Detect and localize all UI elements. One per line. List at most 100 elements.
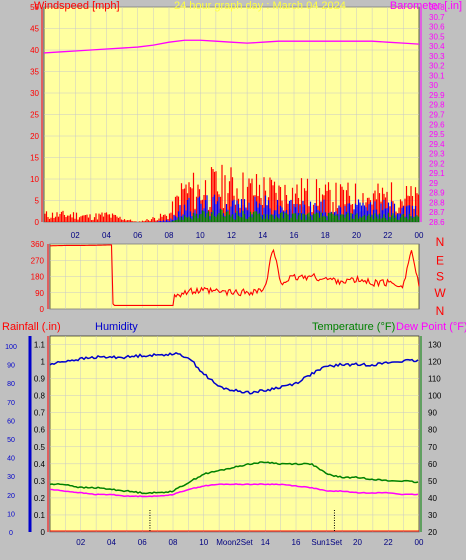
temperature-y-tick-label: 110: [428, 375, 441, 384]
baro-y-tick-label: 29.8: [429, 101, 445, 110]
baro-y-tick-label: 29.3: [429, 150, 445, 159]
baro-y-tick-label: 29.5: [429, 130, 445, 139]
rainfall-y-tick-label: 0.2: [34, 494, 46, 503]
rainfall-y-tick-label: 0.1: [34, 511, 46, 520]
baro-y-tick-label: 29.9: [429, 91, 445, 100]
wind-y-tick-label: 25: [30, 111, 39, 120]
temp-x-tick-label: Moon2Set: [216, 538, 253, 547]
barometer-line: [43, 39, 420, 54]
rainfall-y-tick-label: 1.1: [34, 341, 46, 350]
humidity-line: [49, 352, 419, 395]
rainfall-y-tick-label: 0.7: [34, 409, 46, 418]
temperature-y-tick-label: 120: [428, 358, 442, 367]
temperature-line: [49, 461, 419, 495]
rainfall-y-tick-label: 1: [41, 358, 46, 367]
wind-y-tick-label: 45: [30, 25, 39, 34]
wind-y-tick-label: 10: [30, 175, 39, 184]
windspeed-axis-label: Windspeed [mph]: [34, 0, 120, 12]
temp-x-tick-label: 04: [107, 538, 116, 547]
wind-y-tick-label: 20: [30, 132, 39, 141]
compass-label: N: [436, 235, 445, 249]
baro-y-tick-label: 30: [429, 81, 438, 90]
wind-x-tick-label: 22: [383, 231, 392, 240]
rainfall-y-tick-label: 0.6: [34, 426, 46, 435]
temperature-y-tick-label: 20: [428, 528, 437, 537]
baro-y-tick-label: 28.9: [429, 189, 445, 198]
temperature-y-tick-label: 80: [428, 426, 437, 435]
wind-direction-line: [49, 244, 420, 306]
temperature-y-tick-label: 130: [428, 341, 442, 350]
temperature-y-tick-label: 60: [428, 460, 437, 469]
wind-y-tick-label: 5: [35, 197, 40, 206]
humidity-y-tick-label: 50: [7, 437, 15, 444]
baro-y-tick-label: 30.3: [429, 52, 445, 61]
baro-y-tick-label: 29: [429, 179, 438, 188]
humidity-y-tick-label: 10: [7, 511, 15, 518]
wind-y-tick-label: 15: [30, 154, 39, 163]
temperature-y-tick-label: 70: [428, 443, 437, 452]
rainfall-y-tick-label: 0.3: [34, 477, 46, 486]
temp-x-tick-label: 16: [292, 538, 301, 547]
wind-x-tick-label: 12: [227, 231, 236, 240]
rainfall-y-tick-label: 0.8: [34, 392, 46, 401]
temp-x-tick-label: 02: [76, 538, 85, 547]
humidity-y-tick-label: 70: [7, 400, 15, 407]
wind-x-tick-label: 02: [71, 231, 80, 240]
wind-y-tick-label: 40: [30, 46, 39, 55]
temp-x-tick-label: 22: [384, 538, 393, 547]
rainfall-y-tick-label: 0.5: [34, 443, 46, 452]
rainfall-axis-label: Rainfall (.in): [2, 321, 61, 333]
humidity-y-tick-label: 0: [9, 530, 13, 537]
temp-x-tick-label: 14: [261, 538, 270, 547]
baro-y-tick-label: 30.6: [429, 23, 445, 32]
compass-label: E: [436, 253, 444, 267]
dewpoint-axis-label: Dew Point (°F): [396, 321, 466, 333]
wind-x-tick-label: 20: [352, 231, 361, 240]
direction-y-tick-label: 90: [35, 289, 44, 298]
baro-y-tick-label: 30.2: [429, 62, 445, 71]
rainfall-y-tick-label: 0: [41, 528, 46, 537]
baro-y-tick-label: 29.1: [429, 169, 445, 178]
wind-x-tick-label: 10: [196, 231, 205, 240]
wind-x-tick-label: 06: [133, 231, 142, 240]
rainfall-y-tick-label: 0.9: [34, 375, 46, 384]
baro-y-tick-label: 30.5: [429, 32, 445, 41]
wind-y-tick-label: 0: [35, 218, 40, 227]
wind-x-tick-label: 14: [258, 231, 267, 240]
temperature-y-tick-label: 40: [428, 494, 437, 503]
compass-label: S: [436, 270, 444, 284]
rainfall-y-tick-label: 0.4: [34, 460, 46, 469]
temperature-y-tick-label: 30: [428, 511, 437, 520]
temp-x-tick-label: 06: [138, 538, 147, 547]
wind-x-tick-label: 18: [321, 231, 330, 240]
baro-y-tick-label: 29.6: [429, 120, 445, 129]
humidity-y-tick-label: 40: [7, 456, 15, 463]
direction-y-tick-label: 360: [31, 240, 45, 249]
wind-y-tick-label: 35: [30, 68, 39, 77]
direction-y-tick-label: 180: [31, 273, 45, 282]
wind-x-tick-label: 04: [102, 231, 111, 240]
barometer-axis-label: Barometer [.in]: [389, 0, 462, 12]
humidity-y-tick-label: 90: [7, 363, 15, 370]
humidity-y-tick-label: 60: [7, 418, 15, 425]
temp-x-tick-label: 00: [415, 538, 424, 547]
temp-x-tick-label: 10: [199, 538, 208, 547]
wind-x-tick-label: 08: [165, 231, 174, 240]
humidity-y-tick-label: 20: [7, 493, 15, 500]
direction-y-tick-label: 0: [40, 305, 45, 314]
wind-x-tick-label: 16: [290, 231, 299, 240]
wind-x-tick-label: 00: [415, 231, 424, 240]
temperature-y-tick-label: 90: [428, 409, 437, 418]
baro-y-tick-label: 29.4: [429, 140, 445, 149]
baro-y-tick-label: 29.2: [429, 159, 445, 168]
humidity-y-tick-label: 80: [7, 381, 15, 388]
humidity-y-tick-label: 100: [5, 344, 17, 351]
baro-y-tick-label: 28.7: [429, 208, 445, 217]
temperature-y-tick-label: 50: [428, 477, 437, 486]
baro-y-tick-label: 29.7: [429, 111, 445, 120]
wind-y-tick-label: 50: [30, 3, 39, 12]
compass-label: W: [434, 286, 446, 300]
dewpoint-line: [49, 483, 419, 498]
